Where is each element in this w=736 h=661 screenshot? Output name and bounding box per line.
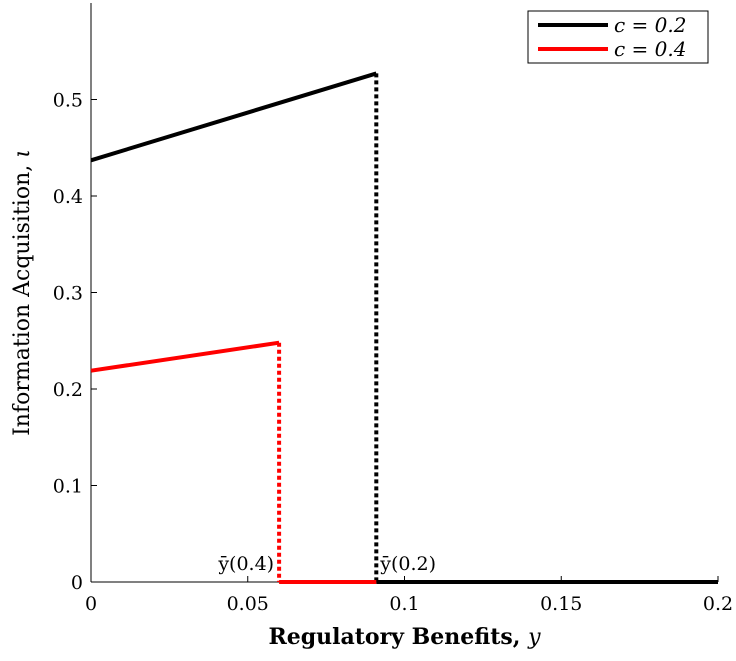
axis-titles: Regulatory Benefits, y Information Acquis… [10,149,541,650]
x-axis-title: Regulatory Benefits, y [268,624,541,650]
y-tick-label: 0.2 [53,379,83,401]
legend: c = 0.2c = 0.4 [527,10,709,64]
series-2 [90,340,377,584]
plot-lines [90,71,718,584]
y-tick-label: 0 [71,572,83,594]
threshold-annotation: ȳ(0.4) [217,553,274,575]
annotations: ȳ(0.4) ȳ(0.2) [217,553,436,575]
series-1 [90,71,718,584]
x-tick-label: 0.1 [389,593,419,615]
legend-box [527,10,709,64]
series-line-segment [90,71,377,163]
x-tick-label: 0.2 [703,593,733,615]
series-line-segment [90,340,280,373]
y-axis-title: Information Acquisition, ι [10,149,35,436]
x-tick-label: 0.05 [227,593,269,615]
legend-label: c = 0.2 [614,13,686,37]
threshold-annotation: ȳ(0.2) [379,553,436,575]
axes: 0 0.05 0.1 0.15 0.2 0 0.1 0.2 0.3 0.4 0.5 [53,3,733,615]
y-tick-label: 0.4 [53,186,83,208]
y-tick-label: 0.3 [53,283,83,305]
x-tick-label: 0.15 [540,593,582,615]
y-tick-label: 0.5 [53,90,83,112]
y-tick-label: 0.1 [53,476,83,498]
legend-label: c = 0.4 [614,37,686,61]
x-tick-label: 0 [85,593,97,615]
